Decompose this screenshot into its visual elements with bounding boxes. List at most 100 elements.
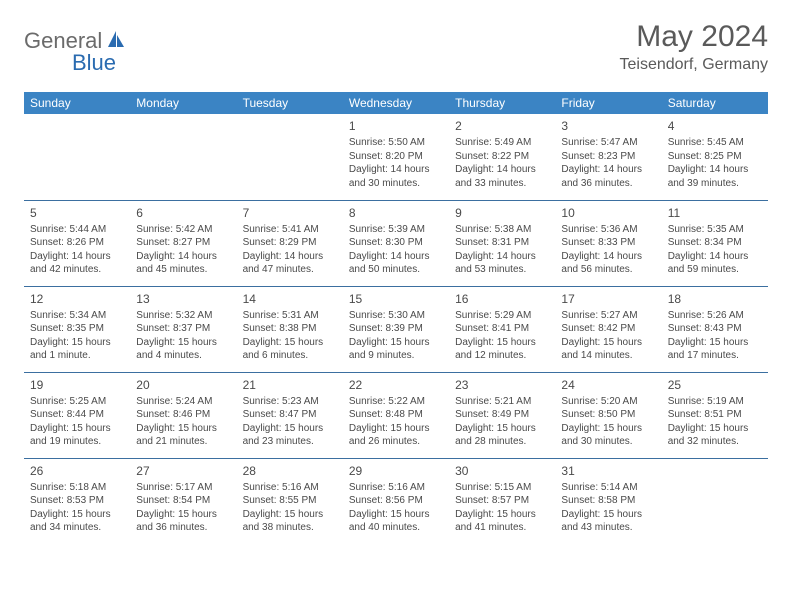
day-header: Saturday: [662, 92, 768, 114]
daylight-line: Daylight: 15 hours and 40 minutes.: [349, 508, 443, 535]
daylight-line: Daylight: 15 hours and 19 minutes.: [30, 422, 124, 449]
calendar-cell: 11Sunrise: 5:35 AMSunset: 8:34 PMDayligh…: [662, 200, 768, 286]
sunrise-line: Sunrise: 5:49 AM: [455, 136, 549, 150]
calendar-cell: 14Sunrise: 5:31 AMSunset: 8:38 PMDayligh…: [237, 286, 343, 372]
sunrise-line: Sunrise: 5:21 AM: [455, 395, 549, 409]
daylight-line: Daylight: 14 hours and 50 minutes.: [349, 250, 443, 277]
sunset-line: Sunset: 8:53 PM: [30, 494, 124, 508]
calendar-cell: 17Sunrise: 5:27 AMSunset: 8:42 PMDayligh…: [555, 286, 661, 372]
day-number: 28: [243, 463, 337, 479]
day-number: 8: [349, 205, 443, 221]
day-number: 14: [243, 291, 337, 307]
day-number: 30: [455, 463, 549, 479]
sunrise-line: Sunrise: 5:34 AM: [30, 309, 124, 323]
sunset-line: Sunset: 8:35 PM: [30, 322, 124, 336]
daylight-line: Daylight: 14 hours and 47 minutes.: [243, 250, 337, 277]
sunset-line: Sunset: 8:47 PM: [243, 408, 337, 422]
calendar-cell: 26Sunrise: 5:18 AMSunset: 8:53 PMDayligh…: [24, 458, 130, 544]
daylight-line: Daylight: 14 hours and 42 minutes.: [30, 250, 124, 277]
calendar-week-row: 19Sunrise: 5:25 AMSunset: 8:44 PMDayligh…: [24, 372, 768, 458]
calendar-cell: 7Sunrise: 5:41 AMSunset: 8:29 PMDaylight…: [237, 200, 343, 286]
sunrise-line: Sunrise: 5:39 AM: [349, 223, 443, 237]
daylight-line: Daylight: 15 hours and 34 minutes.: [30, 508, 124, 535]
calendar-cell: 27Sunrise: 5:17 AMSunset: 8:54 PMDayligh…: [130, 458, 236, 544]
day-number: 6: [136, 205, 230, 221]
day-number: 21: [243, 377, 337, 393]
daylight-line: Daylight: 15 hours and 43 minutes.: [561, 508, 655, 535]
sunset-line: Sunset: 8:26 PM: [30, 236, 124, 250]
daylight-line: Daylight: 14 hours and 56 minutes.: [561, 250, 655, 277]
sunset-line: Sunset: 8:46 PM: [136, 408, 230, 422]
logo-text-2: Blue: [72, 50, 116, 75]
daylight-line: Daylight: 15 hours and 4 minutes.: [136, 336, 230, 363]
calendar-cell: 22Sunrise: 5:22 AMSunset: 8:48 PMDayligh…: [343, 372, 449, 458]
day-header: Monday: [130, 92, 236, 114]
daylight-line: Daylight: 15 hours and 30 minutes.: [561, 422, 655, 449]
daylight-line: Daylight: 15 hours and 12 minutes.: [455, 336, 549, 363]
daylight-line: Daylight: 15 hours and 28 minutes.: [455, 422, 549, 449]
calendar-cell: 29Sunrise: 5:16 AMSunset: 8:56 PMDayligh…: [343, 458, 449, 544]
sunset-line: Sunset: 8:57 PM: [455, 494, 549, 508]
day-number: 13: [136, 291, 230, 307]
daylight-line: Daylight: 15 hours and 1 minute.: [30, 336, 124, 363]
calendar-cell: 12Sunrise: 5:34 AMSunset: 8:35 PMDayligh…: [24, 286, 130, 372]
sunrise-line: Sunrise: 5:41 AM: [243, 223, 337, 237]
calendar-cell: [24, 114, 130, 200]
sunrise-line: Sunrise: 5:22 AM: [349, 395, 443, 409]
sunrise-line: Sunrise: 5:29 AM: [455, 309, 549, 323]
sunrise-line: Sunrise: 5:25 AM: [30, 395, 124, 409]
sunset-line: Sunset: 8:29 PM: [243, 236, 337, 250]
sunrise-line: Sunrise: 5:15 AM: [455, 481, 549, 495]
sunrise-line: Sunrise: 5:27 AM: [561, 309, 655, 323]
sunrise-line: Sunrise: 5:35 AM: [668, 223, 762, 237]
sunrise-line: Sunrise: 5:47 AM: [561, 136, 655, 150]
daylight-line: Daylight: 15 hours and 6 minutes.: [243, 336, 337, 363]
sunset-line: Sunset: 8:27 PM: [136, 236, 230, 250]
sunrise-line: Sunrise: 5:20 AM: [561, 395, 655, 409]
sunrise-line: Sunrise: 5:31 AM: [243, 309, 337, 323]
sunrise-line: Sunrise: 5:14 AM: [561, 481, 655, 495]
calendar-cell: [130, 114, 236, 200]
calendar-body: 1Sunrise: 5:50 AMSunset: 8:20 PMDaylight…: [24, 114, 768, 544]
day-number: 5: [30, 205, 124, 221]
calendar-cell: 3Sunrise: 5:47 AMSunset: 8:23 PMDaylight…: [555, 114, 661, 200]
sunset-line: Sunset: 8:37 PM: [136, 322, 230, 336]
sunrise-line: Sunrise: 5:19 AM: [668, 395, 762, 409]
day-number: 2: [455, 118, 549, 134]
calendar-cell: 8Sunrise: 5:39 AMSunset: 8:30 PMDaylight…: [343, 200, 449, 286]
day-header: Thursday: [449, 92, 555, 114]
day-number: 24: [561, 377, 655, 393]
sunset-line: Sunset: 8:23 PM: [561, 150, 655, 164]
day-number: 11: [668, 205, 762, 221]
day-number: 4: [668, 118, 762, 134]
day-number: 23: [455, 377, 549, 393]
daylight-line: Daylight: 15 hours and 32 minutes.: [668, 422, 762, 449]
calendar-cell: 25Sunrise: 5:19 AMSunset: 8:51 PMDayligh…: [662, 372, 768, 458]
day-number: 20: [136, 377, 230, 393]
calendar-week-row: 1Sunrise: 5:50 AMSunset: 8:20 PMDaylight…: [24, 114, 768, 200]
daylight-line: Daylight: 14 hours and 59 minutes.: [668, 250, 762, 277]
sunset-line: Sunset: 8:39 PM: [349, 322, 443, 336]
calendar-cell: 1Sunrise: 5:50 AMSunset: 8:20 PMDaylight…: [343, 114, 449, 200]
day-header: Tuesday: [237, 92, 343, 114]
daylight-line: Daylight: 15 hours and 26 minutes.: [349, 422, 443, 449]
day-number: 25: [668, 377, 762, 393]
day-number: 18: [668, 291, 762, 307]
sunset-line: Sunset: 8:55 PM: [243, 494, 337, 508]
daylight-line: Daylight: 15 hours and 14 minutes.: [561, 336, 655, 363]
calendar-table: SundayMondayTuesdayWednesdayThursdayFrid…: [24, 92, 768, 544]
calendar-cell: 31Sunrise: 5:14 AMSunset: 8:58 PMDayligh…: [555, 458, 661, 544]
daylight-line: Daylight: 14 hours and 36 minutes.: [561, 163, 655, 190]
daylight-line: Daylight: 14 hours and 53 minutes.: [455, 250, 549, 277]
sunset-line: Sunset: 8:25 PM: [668, 150, 762, 164]
sunrise-line: Sunrise: 5:24 AM: [136, 395, 230, 409]
day-number: 17: [561, 291, 655, 307]
calendar-cell: 5Sunrise: 5:44 AMSunset: 8:26 PMDaylight…: [24, 200, 130, 286]
sunset-line: Sunset: 8:33 PM: [561, 236, 655, 250]
calendar-cell: 21Sunrise: 5:23 AMSunset: 8:47 PMDayligh…: [237, 372, 343, 458]
calendar-cell: 13Sunrise: 5:32 AMSunset: 8:37 PMDayligh…: [130, 286, 236, 372]
calendar-cell: 23Sunrise: 5:21 AMSunset: 8:49 PMDayligh…: [449, 372, 555, 458]
sunset-line: Sunset: 8:50 PM: [561, 408, 655, 422]
calendar-cell: [237, 114, 343, 200]
calendar-cell: 15Sunrise: 5:30 AMSunset: 8:39 PMDayligh…: [343, 286, 449, 372]
